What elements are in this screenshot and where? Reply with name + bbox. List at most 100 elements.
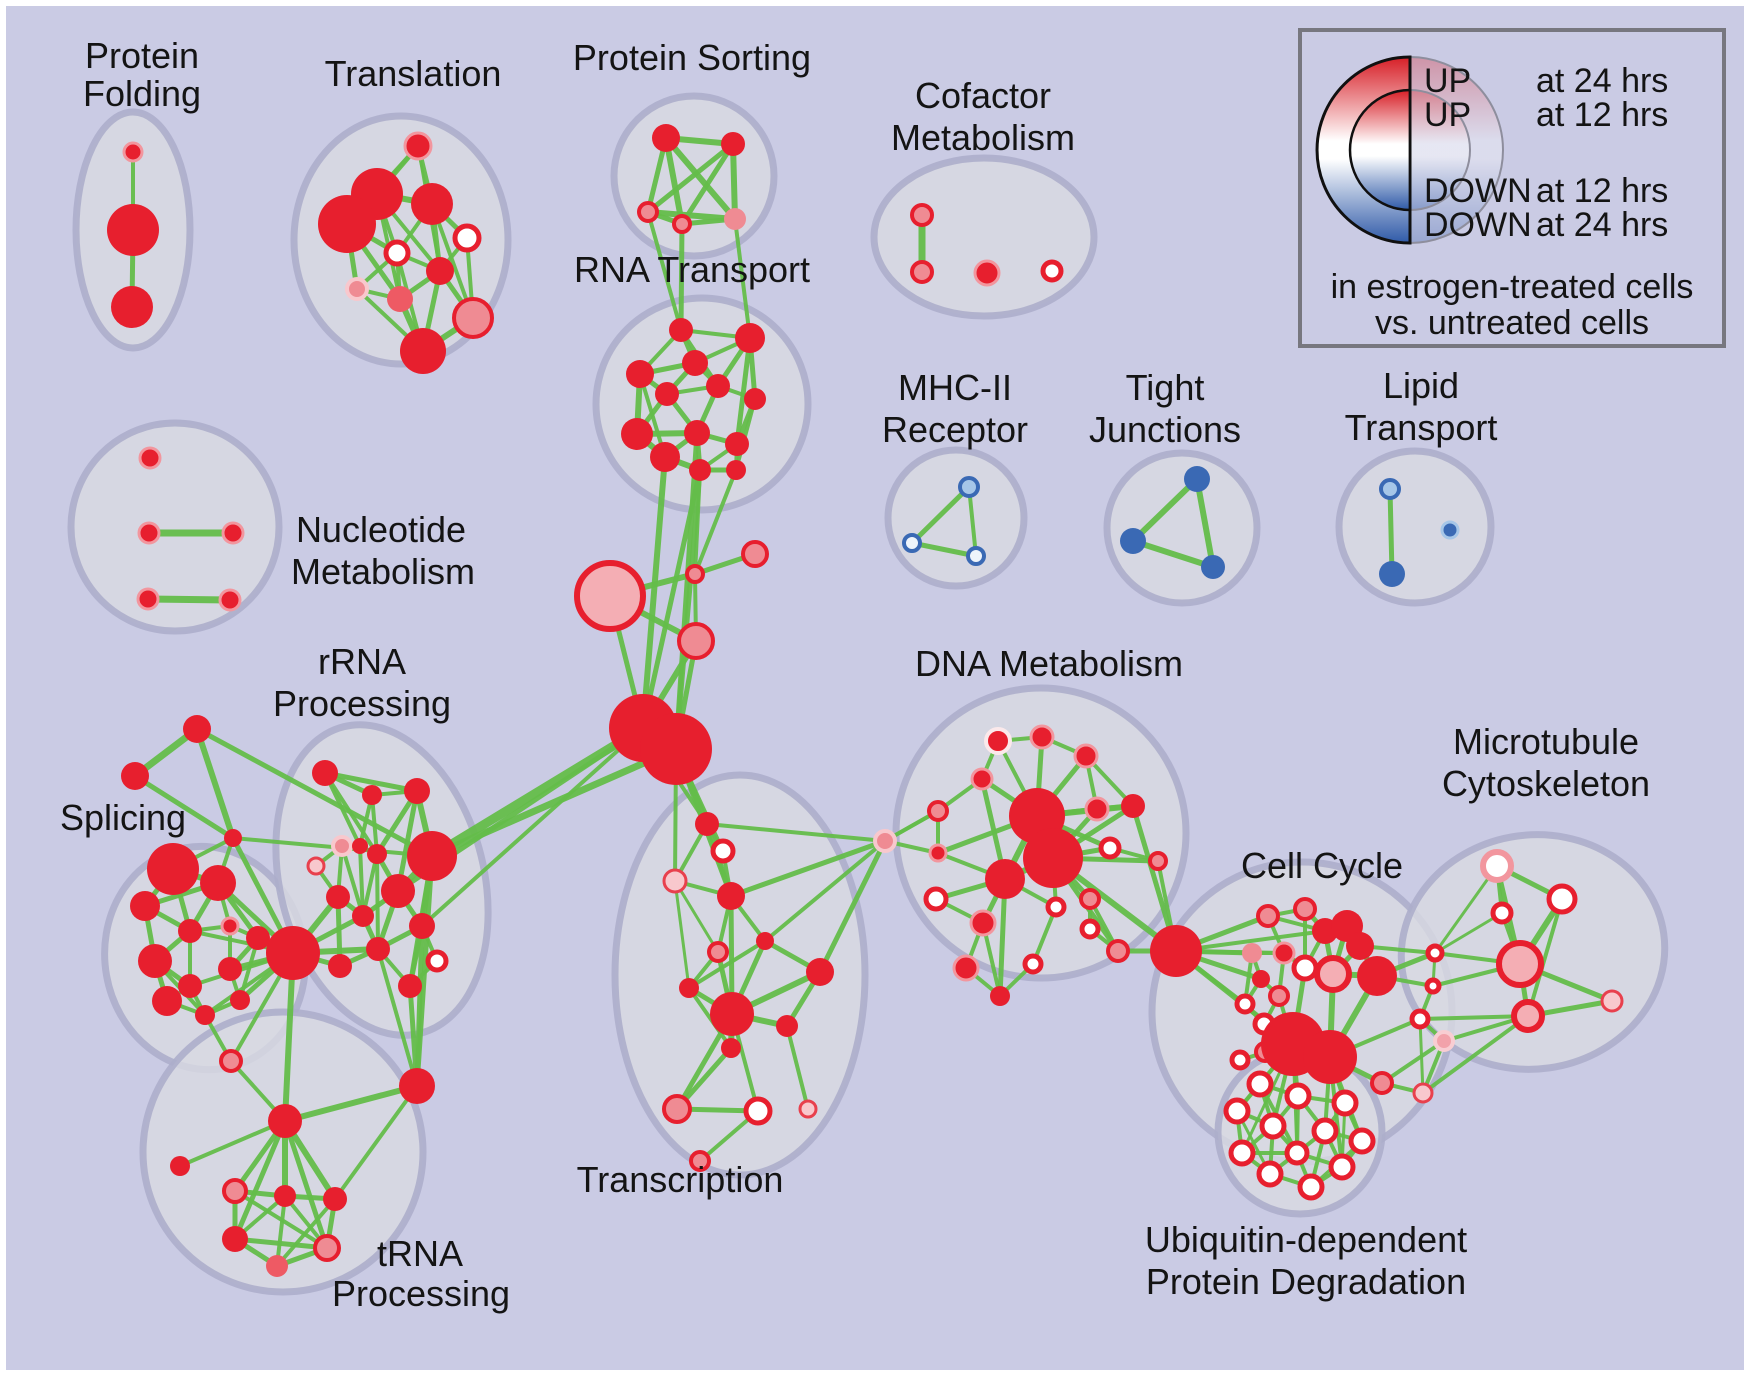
node-tj-0 bbox=[1184, 466, 1210, 492]
node-mhc-2 bbox=[966, 546, 986, 566]
cluster-label-cf-line0: Cofactor bbox=[915, 75, 1051, 116]
edge-nm bbox=[144, 595, 234, 604]
legend-time-label: at 12 hrs bbox=[1536, 172, 1668, 210]
cluster-label-trna-line0: tRNA bbox=[377, 1233, 463, 1274]
node-rrna-13 bbox=[328, 954, 352, 978]
node-cc-17 bbox=[1303, 1030, 1357, 1084]
node-nm-0 bbox=[138, 446, 162, 470]
legend-direction-label: UP bbox=[1424, 96, 1471, 134]
node-nm-2 bbox=[221, 521, 245, 545]
node-tri-1 bbox=[121, 762, 149, 790]
node-tr-8 bbox=[387, 286, 413, 312]
node-tr-3 bbox=[318, 195, 376, 253]
node-ub-8 bbox=[1256, 1160, 1284, 1188]
node-rna-8 bbox=[684, 420, 710, 446]
edge-rna bbox=[734, 335, 753, 447]
node-mhc-1 bbox=[902, 533, 922, 553]
inter-cluster-edge bbox=[693, 468, 738, 576]
node-rrna-9 bbox=[381, 874, 415, 908]
node-txn-1 bbox=[710, 838, 736, 864]
node-trna-7 bbox=[313, 1234, 341, 1262]
inter-cluster-edge bbox=[705, 822, 887, 843]
inter-cluster-edge bbox=[1418, 1017, 1425, 1095]
node-ub-9 bbox=[1297, 1173, 1325, 1201]
node-tr-2 bbox=[411, 183, 453, 225]
inter-cluster-edge bbox=[376, 947, 419, 1088]
cluster-label-nm-line0: Nucleotide bbox=[296, 509, 466, 550]
node-spl-10 bbox=[195, 1005, 215, 1025]
cluster-region-mhc bbox=[884, 446, 1028, 590]
legend-direction-label: DOWN bbox=[1424, 172, 1532, 210]
node-mc-5 bbox=[1424, 977, 1442, 995]
node-dna-10 bbox=[928, 843, 948, 863]
node-ub-5 bbox=[1311, 1117, 1339, 1145]
inter-cluster-edge bbox=[1421, 1014, 1530, 1095]
edge-txn bbox=[785, 1024, 810, 1111]
cluster-label-ps-line0: Protein Sorting bbox=[573, 37, 811, 78]
node-rrna-5 bbox=[352, 838, 368, 854]
nodes bbox=[107, 124, 1624, 1277]
node-ub-7 bbox=[1228, 1139, 1256, 1167]
node-txn-12 bbox=[743, 1096, 773, 1126]
node-tr-4 bbox=[452, 223, 482, 253]
cluster-region-cf bbox=[870, 154, 1098, 320]
edge-trna bbox=[178, 1119, 287, 1168]
cluster-label-ub-line1: Protein Degradation bbox=[1146, 1261, 1466, 1302]
node-rrna-14 bbox=[398, 974, 422, 998]
node-cc-14 bbox=[1229, 1049, 1251, 1071]
node-dna-18 bbox=[1079, 918, 1101, 940]
node-ub-1 bbox=[1284, 1082, 1312, 1110]
node-dna-15 bbox=[969, 909, 997, 937]
inter-cluster-edge bbox=[420, 726, 645, 928]
node-ps-0 bbox=[652, 124, 680, 152]
cluster-label-dna-line0: DNA Metabolism bbox=[915, 643, 1183, 684]
node-tr-6 bbox=[426, 257, 454, 285]
node-mc-1 bbox=[1546, 883, 1578, 915]
edge-trna bbox=[232, 1118, 288, 1242]
node-spl-5 bbox=[220, 916, 240, 936]
node-dna-22 bbox=[990, 986, 1010, 1006]
node-spl-7 bbox=[178, 974, 202, 998]
node-ch-5 bbox=[640, 713, 712, 785]
node-tr-7 bbox=[345, 277, 369, 301]
cluster-label-pf-line1: Folding bbox=[83, 73, 201, 114]
edge-tri bbox=[194, 726, 236, 841]
cluster-label-trna-line1: Processing bbox=[332, 1273, 510, 1314]
node-rna-1 bbox=[735, 323, 765, 353]
node-spl-4 bbox=[178, 919, 202, 943]
node-rrna-12 bbox=[366, 937, 390, 961]
node-trna-9 bbox=[399, 1068, 435, 1104]
node-cc-1 bbox=[1293, 897, 1317, 921]
node-rrna-0 bbox=[312, 760, 338, 786]
node-cc-9 bbox=[1357, 956, 1397, 996]
node-rna-0 bbox=[669, 318, 693, 342]
edge-mc bbox=[1418, 1014, 1530, 1021]
inter-cluster-edge bbox=[733, 217, 752, 340]
node-ub-10 bbox=[1328, 1153, 1356, 1181]
edge-trna bbox=[333, 1084, 419, 1201]
cluster-region-lt bbox=[1335, 447, 1495, 607]
node-dna-3 bbox=[970, 767, 994, 791]
node-rna-11 bbox=[689, 459, 711, 481]
edge-ps bbox=[645, 141, 736, 215]
node-mc-4 bbox=[1496, 940, 1544, 988]
node-trna-0 bbox=[219, 1049, 243, 1073]
node-rrna-15 bbox=[425, 949, 449, 973]
cluster-label-mhc-line1: Receptor bbox=[882, 409, 1028, 450]
cluster-label-rna-line0: RNA Transport bbox=[574, 249, 810, 290]
edge-tj bbox=[1194, 476, 1216, 570]
legend-direction-label: UP bbox=[1424, 62, 1471, 100]
node-cf-3 bbox=[1040, 259, 1064, 283]
edge-tj bbox=[1130, 538, 1216, 570]
node-spl-8 bbox=[218, 957, 242, 981]
cluster-label-spl-line0: Splicing bbox=[60, 797, 186, 838]
inter-cluster-edge bbox=[763, 839, 887, 943]
node-tj-1 bbox=[1120, 528, 1146, 554]
node-dna-11 bbox=[1098, 836, 1122, 860]
node-mc-6 bbox=[1409, 1008, 1431, 1030]
node-nm-4 bbox=[218, 588, 242, 612]
inter-cluster-edge bbox=[728, 838, 888, 899]
inter-cluster-edge bbox=[1380, 1039, 1446, 1085]
